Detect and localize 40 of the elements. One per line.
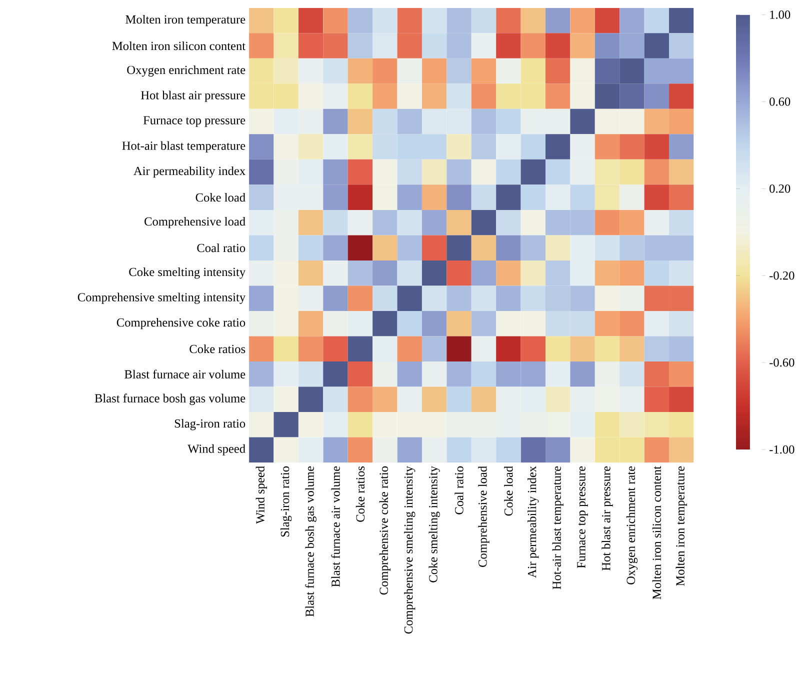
- x-tick-label: Molten iron temperature: [676, 466, 687, 586]
- y-tick-label: Comprehensive smelting intensity: [78, 292, 246, 304]
- y-tick-label: Coal ratio: [197, 244, 246, 252]
- y-tick-label: Molten iron temperature: [126, 15, 246, 26]
- x-tick-label: Coke ratios: [356, 466, 365, 522]
- color-bar-label: 0.60: [770, 98, 790, 106]
- x-tick-label: Molten iron silicon content: [652, 466, 661, 600]
- x-tick-label: Coal ratio: [454, 466, 464, 514]
- x-tick-label: Coke load: [504, 466, 513, 516]
- y-tick-label: Slag-iron ratio: [174, 419, 246, 430]
- y-tick-label: Hot blast air pressure: [140, 90, 246, 102]
- color-bar-label: 0.20: [770, 184, 790, 193]
- x-tick-label: Oxygen enrichment rate: [626, 466, 638, 584]
- x-tick-label: Blast furnace air volume: [331, 466, 340, 587]
- y-tick-label: Comprehensive load: [144, 217, 246, 228]
- x-tick-label: Slag-iron ratio: [280, 466, 292, 537]
- x-tick-label: Coke smelting intensity: [428, 466, 440, 582]
- color-bar-label: 1.00: [770, 10, 790, 19]
- y-tick-label: Molten iron silicon content: [112, 42, 246, 50]
- x-tick-label: Hot blast air pressure: [602, 466, 613, 571]
- y-tick-label: Oxygen enrichment rate: [127, 65, 246, 77]
- y-tick-label: Hot-air blast temperature: [122, 141, 246, 152]
- y-tick-label: Comprehensive coke ratio: [116, 318, 246, 330]
- x-tick-label: Furnace top pressure: [577, 466, 588, 568]
- y-tick-label: Blast furnace air volume: [124, 370, 246, 379]
- x-tick-label: Hot-air blast temperature: [552, 466, 564, 590]
- y-tick-label: Air permeability index: [134, 166, 246, 178]
- y-tick-label: Furnace top pressure: [143, 116, 246, 127]
- color-bar-label: -0.20: [770, 271, 794, 280]
- x-tick-label: Comprehensive coke ratio: [379, 466, 390, 595]
- color-bar-label: -0.60: [770, 358, 794, 367]
- y-tick-label: Coke ratios: [190, 344, 246, 354]
- x-tick-label: Air permeability index: [528, 466, 539, 578]
- y-tick-label: Coke load: [196, 193, 246, 202]
- y-tick-label: Blast furnace bosh gas volume: [94, 394, 246, 406]
- y-tick-label: Coke smelting intensity: [129, 268, 246, 279]
- x-tick-label: Comprehensive smelting intensity: [404, 466, 416, 634]
- x-tick-label: Comprehensive load: [478, 466, 490, 567]
- y-tick-label: Wind speed: [188, 444, 246, 456]
- color-bar-label: -1.00: [770, 445, 794, 454]
